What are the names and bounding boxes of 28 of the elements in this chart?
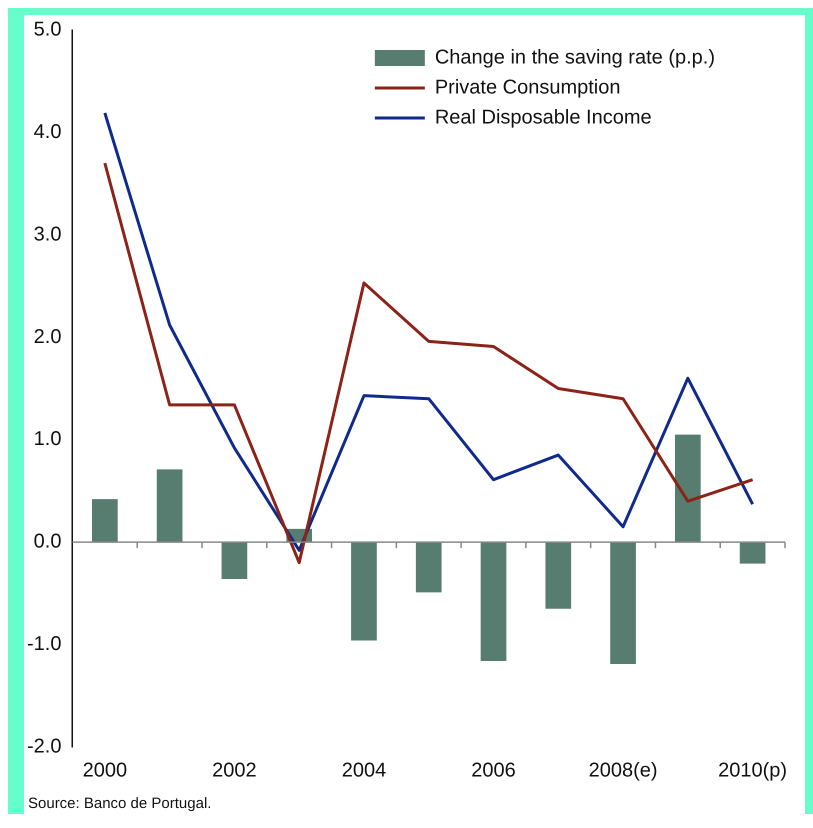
x-tick-label: 2002 bbox=[212, 760, 257, 782]
bar bbox=[674, 434, 701, 542]
bar bbox=[156, 469, 182, 542]
bar bbox=[545, 542, 572, 609]
y-tick-label: -2.0 bbox=[26, 736, 62, 758]
bar bbox=[740, 542, 766, 564]
x-tick-label: 2000 bbox=[82, 760, 128, 782]
x-tick-label: 2010(p) bbox=[718, 760, 788, 782]
bar bbox=[351, 542, 377, 640]
x-tick-label: 2006 bbox=[471, 760, 516, 782]
bar bbox=[480, 542, 506, 661]
y-tick-label: 5.0 bbox=[34, 18, 62, 41]
x-tick-label: 2004 bbox=[342, 760, 386, 782]
y-tick-label: -1.0 bbox=[26, 633, 62, 656]
y-tick-label: 2.0 bbox=[34, 326, 62, 348]
legend-label: Real Disposable Income bbox=[434, 106, 652, 129]
y-tick-label: 1.0 bbox=[34, 428, 62, 450]
legend-label: Change in the saving rate (p.p.) bbox=[434, 46, 716, 69]
y-tick-label: 0.0 bbox=[34, 530, 62, 553]
legend-label: Private Consumption bbox=[434, 76, 620, 99]
bar bbox=[92, 499, 118, 542]
source-note: Source: Banco de Portugal. bbox=[27, 795, 212, 814]
bar bbox=[610, 542, 636, 664]
x-tick-label: 2008(e) bbox=[588, 760, 658, 782]
y-tick-label: 3.0 bbox=[34, 223, 62, 246]
bar bbox=[416, 542, 442, 592]
bar bbox=[222, 542, 248, 580]
y-tick-label: 4.0 bbox=[34, 120, 62, 143]
